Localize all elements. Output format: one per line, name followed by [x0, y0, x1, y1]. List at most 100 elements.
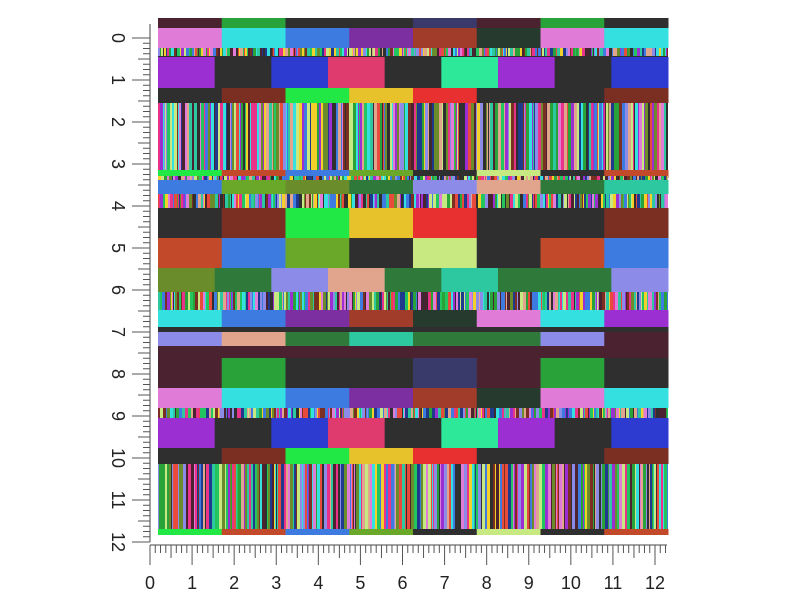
pattern-stripe: [481, 194, 484, 208]
pattern-stripe: [416, 48, 419, 56]
pattern-stripe: [656, 464, 657, 529]
pattern-stripe: [291, 408, 292, 418]
pattern-stripe: [423, 194, 426, 208]
pattern-stripe: [491, 176, 494, 180]
pattern-block: [349, 310, 414, 327]
pattern-stripe: [293, 292, 296, 310]
pattern-stripe: [490, 103, 493, 170]
pattern-stripe: [338, 194, 340, 208]
pattern-stripe: [328, 292, 330, 310]
pattern-stripe: [614, 176, 616, 180]
pattern-stripe: [320, 464, 322, 529]
pattern-stripe: [243, 48, 244, 56]
pattern-stripe: [350, 103, 353, 170]
pattern-stripe: [520, 292, 523, 310]
pattern-stripe: [185, 103, 187, 170]
pattern-stripe: [172, 103, 174, 170]
pattern-stripe: [254, 408, 256, 418]
pattern-stripe: [523, 103, 524, 170]
pattern-stripe: [571, 48, 573, 56]
pattern-stripe: [442, 103, 443, 170]
pattern-stripe: [249, 176, 252, 180]
pattern-stripe: [330, 408, 332, 418]
pattern-stripe: [667, 408, 668, 418]
pattern-block: [384, 418, 442, 448]
pattern-stripe: [464, 48, 465, 56]
pattern-stripe: [329, 103, 332, 170]
bottom-ruler-label: 2: [229, 573, 239, 593]
pattern-stripe: [505, 176, 508, 180]
left-ruler-label: 5: [108, 243, 128, 253]
pattern-stripe: [403, 48, 404, 56]
pattern-stripe: [549, 292, 550, 310]
pattern-stripe: [558, 176, 560, 180]
pattern-stripe: [383, 408, 384, 418]
pattern-stripe: [652, 194, 655, 208]
pattern-stripe: [427, 408, 429, 418]
pattern-stripe: [403, 103, 404, 170]
pattern-stripe: [198, 464, 199, 529]
pattern-stripe: [340, 48, 342, 56]
pattern-stripe: [551, 292, 553, 310]
pattern-stripe: [503, 292, 505, 310]
pattern-stripe: [333, 103, 336, 170]
pattern-stripe: [628, 194, 629, 208]
pattern-stripe: [460, 194, 462, 208]
pattern-stripe: [545, 464, 548, 529]
pattern-stripe: [613, 408, 615, 418]
pattern-stripe: [266, 408, 269, 418]
pattern-stripe: [565, 408, 566, 418]
pattern-stripe: [307, 48, 310, 56]
pattern-stripe: [596, 464, 599, 529]
pattern-stripe: [305, 176, 306, 180]
pattern-stripe: [532, 464, 534, 529]
pattern-stripe: [649, 464, 650, 529]
pattern-stripe: [411, 408, 413, 418]
pattern-stripe: [332, 176, 333, 180]
pattern-stripe: [211, 408, 213, 418]
pattern-stripe: [641, 194, 644, 208]
pattern-stripe: [536, 464, 539, 529]
pattern-stripe: [433, 464, 434, 529]
pattern-stripe: [267, 176, 270, 180]
pattern-stripe: [441, 48, 444, 56]
pattern-stripe: [367, 194, 369, 208]
pattern-stripe: [229, 292, 230, 310]
pattern-stripe: [213, 176, 214, 180]
pattern-stripe: [639, 176, 641, 180]
pattern-stripe: [539, 408, 542, 418]
pattern-stripe: [374, 408, 377, 418]
pattern-stripe: [502, 464, 504, 529]
pattern-stripe: [352, 464, 353, 529]
pattern-block: [498, 418, 556, 448]
pattern-stripe: [231, 176, 233, 180]
pattern-stripe: [358, 176, 360, 180]
pattern-stripe: [596, 408, 598, 418]
pattern-stripe: [256, 176, 259, 180]
pattern-stripe: [326, 464, 327, 529]
pattern-stripe: [575, 48, 576, 56]
pattern-stripe: [233, 292, 235, 310]
pattern-stripe: [357, 176, 358, 180]
pattern-stripe: [563, 194, 564, 208]
pattern-stripe: [313, 194, 314, 208]
pattern-stripe: [407, 464, 410, 529]
pattern-stripe: [166, 408, 167, 418]
pattern-stripe: [350, 464, 351, 529]
pattern-stripe: [460, 292, 461, 310]
pattern-block: [221, 208, 286, 238]
pattern-stripe: [387, 292, 388, 310]
pattern-stripe: [546, 194, 548, 208]
pattern-stripe: [244, 48, 245, 56]
pattern-stripe: [360, 408, 361, 418]
pattern-stripe: [393, 292, 395, 310]
pattern-stripe: [574, 292, 575, 310]
pattern-stripe: [399, 464, 402, 529]
pattern-block: [413, 208, 478, 238]
pattern-stripe: [344, 48, 347, 56]
pattern-stripe: [400, 292, 402, 310]
pattern-stripe: [460, 48, 462, 56]
pattern-stripe: [321, 103, 323, 170]
pattern-stripe: [316, 176, 319, 180]
pattern-stripe: [302, 48, 304, 56]
